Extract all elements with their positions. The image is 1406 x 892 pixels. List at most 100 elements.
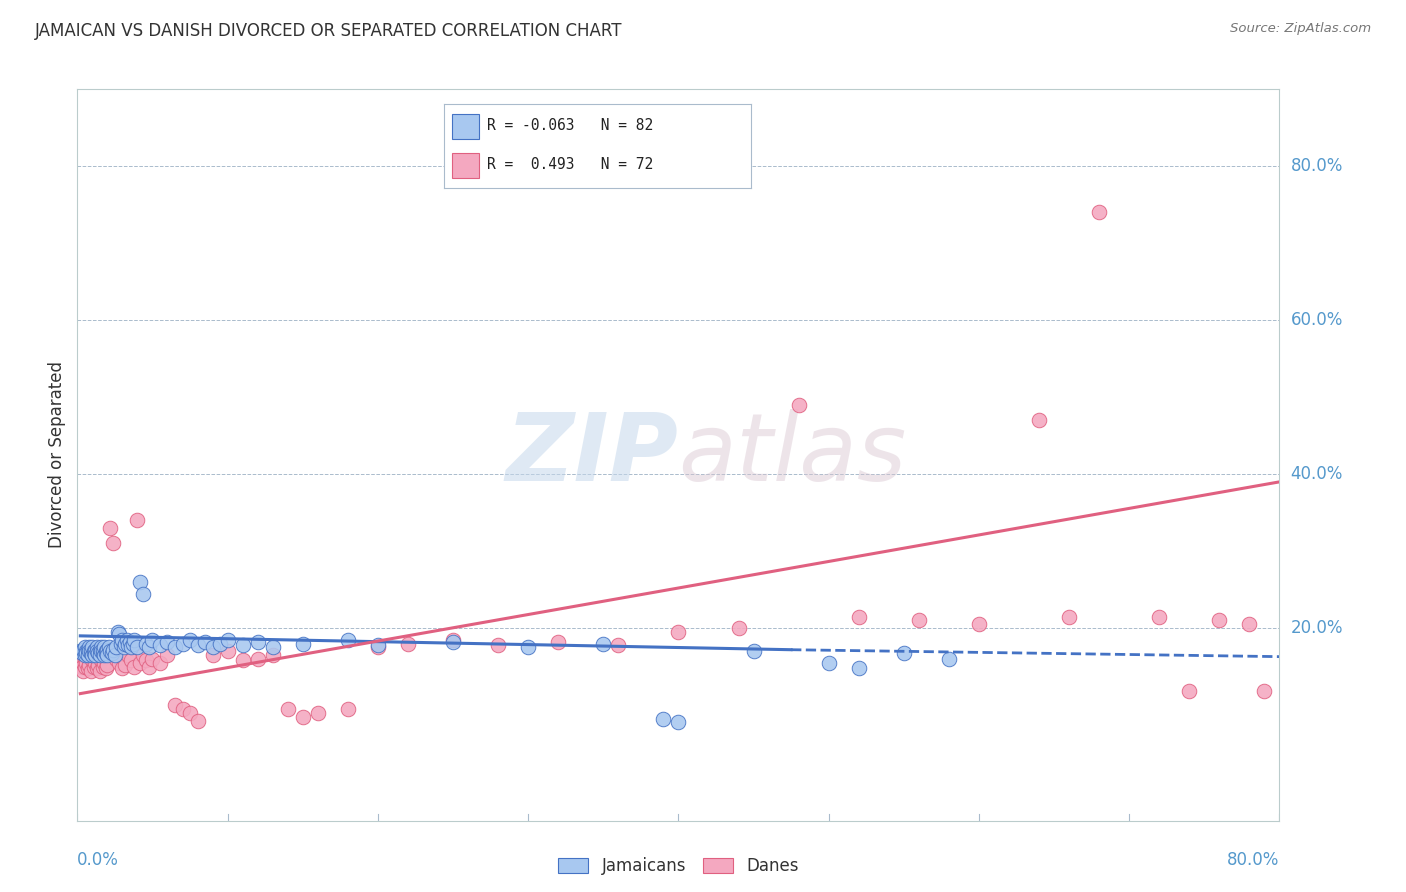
Point: [103, 536, 125, 550]
Point: [138, 640, 160, 655]
Point: [232, 638, 254, 652]
Point: [93, 648, 115, 662]
Point: [84, 648, 107, 662]
Point: [112, 640, 135, 655]
Point: [97, 640, 120, 655]
Point: [367, 638, 389, 652]
Point: [262, 648, 284, 662]
Point: [84, 656, 107, 670]
Point: [73, 640, 96, 655]
Point: [72, 642, 94, 657]
Point: [1149, 609, 1171, 624]
Point: [307, 706, 329, 720]
Point: [124, 632, 146, 647]
Point: [246, 652, 269, 666]
Point: [967, 617, 990, 632]
Point: [114, 636, 136, 650]
Point: [72, 664, 94, 678]
Point: [486, 638, 509, 652]
Point: [217, 644, 239, 658]
Point: [91, 646, 114, 660]
Point: [367, 640, 389, 655]
Point: [186, 714, 209, 728]
Point: [668, 625, 690, 640]
Point: [117, 638, 139, 652]
Point: [76, 648, 98, 662]
Point: [91, 642, 114, 657]
Point: [129, 656, 152, 670]
Point: [94, 661, 117, 675]
Point: [107, 625, 129, 640]
Point: [787, 398, 810, 412]
Point: [75, 644, 97, 658]
Point: [84, 642, 107, 657]
Y-axis label: Divorced or Separated: Divorced or Separated: [48, 361, 66, 549]
Point: [105, 652, 128, 666]
Point: [141, 652, 163, 666]
Point: [82, 640, 104, 655]
Point: [1028, 413, 1050, 427]
Point: [141, 632, 163, 647]
Point: [96, 658, 118, 673]
Point: [91, 659, 114, 673]
Point: [908, 614, 931, 628]
Point: [76, 642, 98, 657]
Point: [172, 636, 194, 650]
Point: [103, 642, 125, 657]
Point: [108, 656, 131, 670]
Point: [90, 653, 112, 667]
Point: [118, 635, 141, 649]
Point: [1208, 614, 1230, 628]
Point: [149, 638, 172, 652]
Point: [70, 659, 93, 673]
Point: [73, 648, 96, 662]
Point: [101, 646, 124, 660]
Point: [1239, 617, 1261, 632]
Point: [156, 635, 179, 649]
Point: [262, 640, 284, 655]
Point: [138, 659, 160, 673]
Point: [89, 648, 111, 662]
Point: [79, 644, 101, 658]
Point: [76, 661, 98, 675]
Point: [291, 636, 314, 650]
Point: [96, 648, 118, 662]
Point: [69, 644, 91, 658]
Point: [217, 632, 239, 647]
Point: [70, 646, 93, 660]
Text: 80.0%: 80.0%: [1291, 157, 1343, 175]
Point: [652, 712, 675, 726]
Point: [83, 646, 105, 660]
Point: [115, 632, 138, 647]
Point: [156, 648, 179, 662]
Point: [201, 648, 224, 662]
Point: [291, 709, 314, 723]
Point: [75, 656, 97, 670]
Point: [668, 715, 690, 730]
Point: [277, 702, 299, 716]
Point: [246, 635, 269, 649]
Point: [201, 640, 224, 655]
Point: [75, 646, 97, 660]
Point: [172, 702, 194, 716]
Point: [742, 644, 765, 658]
Point: [441, 635, 464, 649]
Point: [441, 632, 464, 647]
Point: [80, 664, 103, 678]
Point: [108, 627, 131, 641]
Text: Source: ZipAtlas.com: Source: ZipAtlas.com: [1230, 22, 1371, 36]
Point: [1057, 609, 1080, 624]
Point: [336, 632, 359, 647]
Point: [163, 698, 186, 713]
Text: 0.0%: 0.0%: [77, 851, 120, 869]
Point: [100, 644, 122, 658]
Text: atlas: atlas: [679, 409, 907, 500]
Point: [89, 642, 111, 657]
Point: [110, 636, 132, 650]
Point: [592, 636, 614, 650]
Point: [194, 635, 217, 649]
Text: 40.0%: 40.0%: [1291, 465, 1343, 483]
Point: [1253, 684, 1275, 698]
Text: JAMAICAN VS DANISH DIVORCED OR SEPARATED CORRELATION CHART: JAMAICAN VS DANISH DIVORCED OR SEPARATED…: [35, 22, 623, 40]
Text: 80.0%: 80.0%: [1227, 851, 1279, 869]
